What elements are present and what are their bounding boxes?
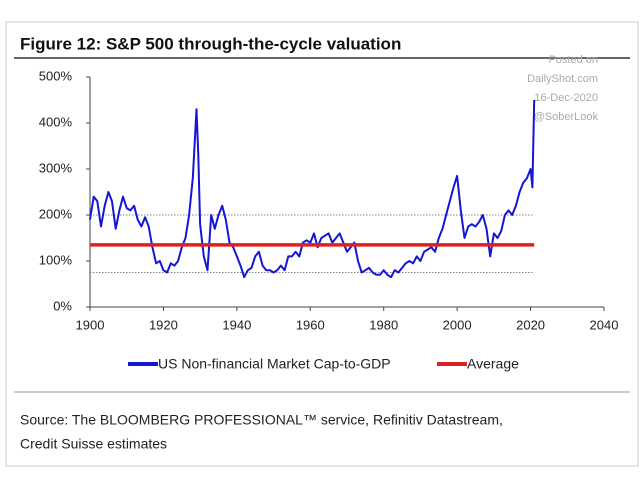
- watermark: @SoberLook: [534, 111, 599, 123]
- watermark: DailyShot.com: [527, 73, 598, 85]
- x-tick-label: 1900: [76, 317, 105, 332]
- x-tick-label: 2020: [516, 317, 545, 332]
- y-tick-label: 200%: [39, 206, 73, 221]
- series-line: [89, 99, 536, 279]
- x-tick-label: 1960: [296, 317, 325, 332]
- y-tick-label: 500%: [39, 68, 73, 83]
- x-tick-label: 1940: [222, 317, 251, 332]
- x-tick-label: 2040: [590, 317, 619, 332]
- legend-label: Average: [467, 356, 519, 372]
- chart-title: Figure 12: S&P 500 through-the-cycle val…: [20, 34, 401, 53]
- x-tick-label: 1920: [149, 317, 178, 332]
- y-tick-label: 100%: [39, 252, 73, 267]
- watermark: 16-Dec-2020: [534, 92, 598, 104]
- legend-label: US Non-financial Market Cap-to-GDP: [158, 356, 391, 372]
- frame: [5, 21, 639, 467]
- x-tick-label: 1980: [369, 317, 398, 332]
- source-text: Source: The BLOOMBERG PROFESSIONAL™ serv…: [20, 412, 503, 428]
- y-tick-label: 0%: [53, 298, 72, 313]
- watermark: Posted on: [548, 54, 598, 66]
- y-tick-label: 400%: [39, 114, 73, 129]
- y-tick-label: 300%: [39, 160, 73, 175]
- x-tick-label: 2000: [443, 317, 472, 332]
- source-text: Credit Suisse estimates: [20, 436, 167, 452]
